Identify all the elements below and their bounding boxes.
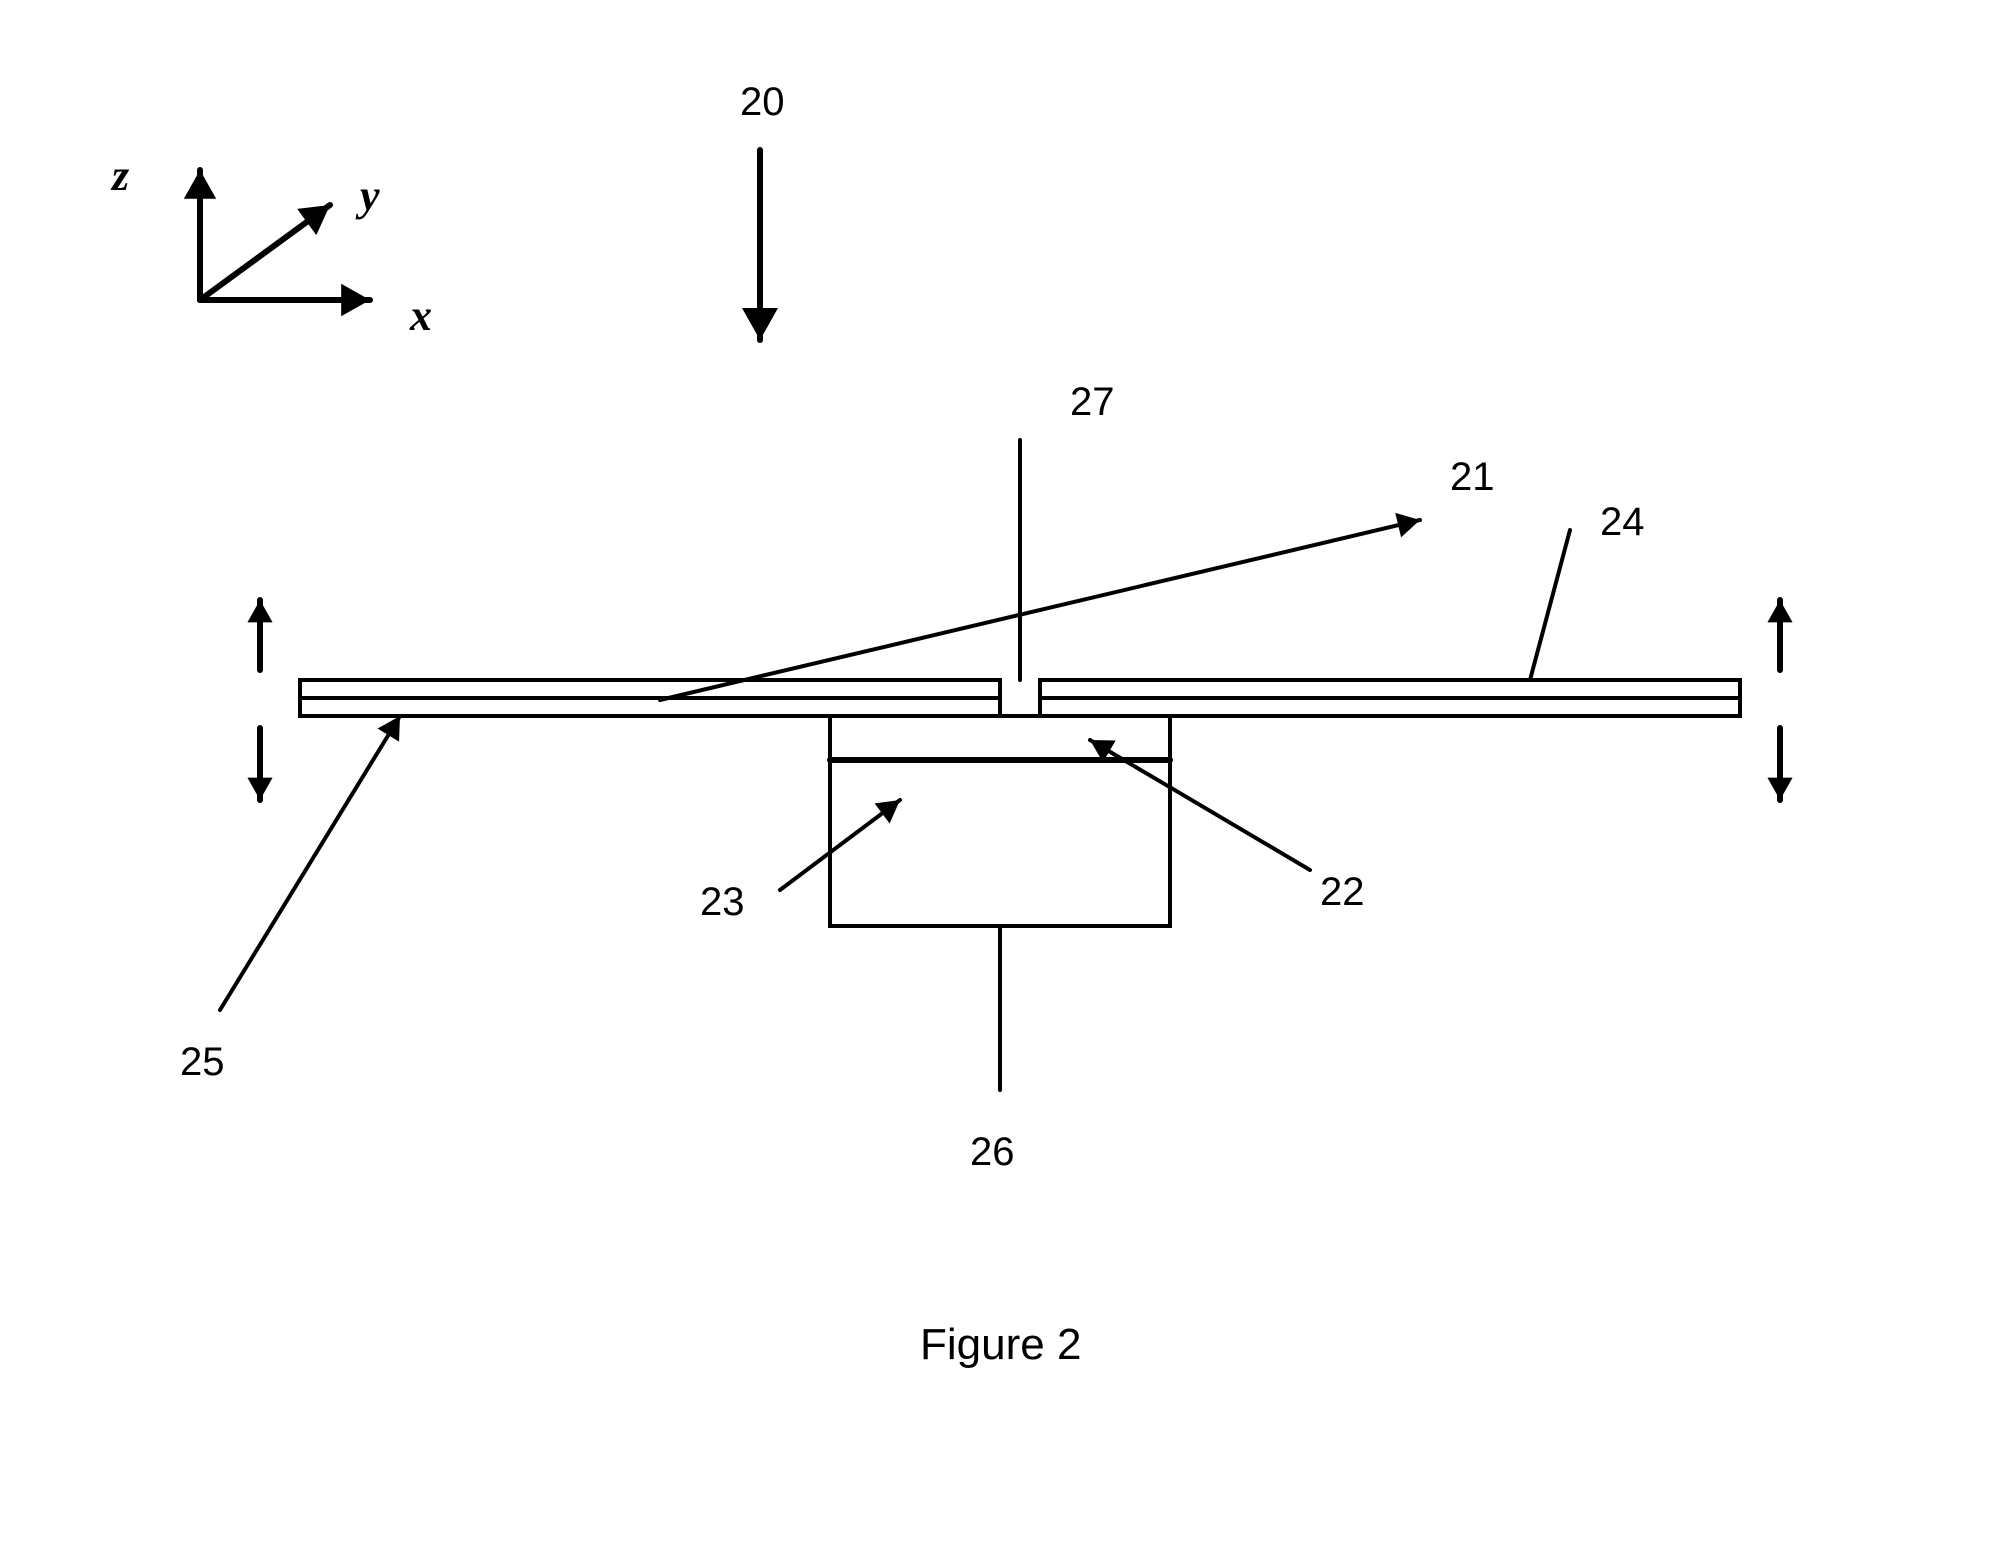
label-20: 20 xyxy=(740,80,785,125)
label-27: 27 xyxy=(1070,380,1115,425)
label-22: 22 xyxy=(1320,870,1365,915)
label-24: 24 xyxy=(1600,500,1645,545)
figure-caption: Figure 2 xyxy=(920,1320,1081,1370)
label-26: 26 xyxy=(970,1130,1015,1175)
axis-label-z: z xyxy=(112,150,129,201)
axis-label-x: x xyxy=(410,290,432,341)
label-25: 25 xyxy=(180,1040,225,1085)
label-23: 23 xyxy=(700,880,745,925)
diagram-canvas xyxy=(0,0,1996,1547)
label-21: 21 xyxy=(1450,455,1495,500)
axis-label-y: y xyxy=(360,170,380,221)
